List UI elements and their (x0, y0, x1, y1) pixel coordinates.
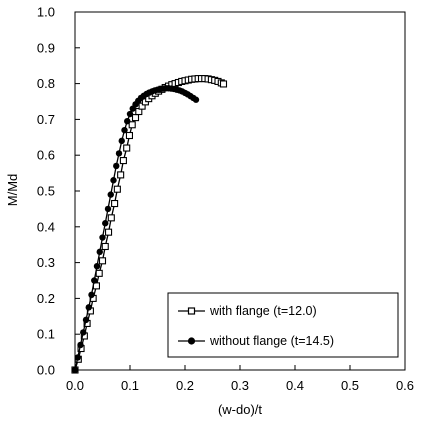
data-point (107, 214, 115, 222)
data-point (102, 220, 109, 227)
data-point (124, 117, 131, 125)
data-point (219, 80, 228, 88)
data-point (115, 150, 123, 157)
data-point (128, 121, 136, 129)
data-point (101, 242, 109, 251)
axis-ticks (74, 11, 406, 371)
data-point (117, 171, 125, 179)
data-point (104, 205, 112, 213)
data-point (98, 257, 107, 265)
data-point (91, 277, 98, 284)
data-point (119, 157, 127, 165)
y-tick-label: 1.0 (37, 5, 55, 20)
data-point (99, 234, 106, 241)
x-tick-label: 0.4 (286, 378, 304, 393)
y-tick-label: 0.7 (37, 112, 55, 127)
x-tick-label: 0.2 (176, 378, 194, 393)
data-point (121, 126, 128, 134)
data-point (111, 199, 119, 208)
data-point (107, 191, 114, 198)
data-point (85, 304, 92, 311)
y-tick-label: 0.1 (37, 327, 55, 342)
legend-box (167, 292, 399, 358)
data-point (77, 341, 84, 349)
data-point (93, 262, 101, 270)
x-tick-label: 0.1 (121, 378, 139, 393)
data-point (113, 162, 120, 170)
legend-marker-filled-circle (187, 337, 196, 345)
data-point (88, 291, 95, 299)
data-point (105, 228, 113, 236)
data-point (123, 144, 131, 152)
x-axis-label: (w-do)/t (218, 402, 262, 417)
series-without-flange (71, 85, 200, 374)
data-point (74, 354, 81, 361)
x-tick-label: 0.6 (396, 378, 414, 393)
y-tick-labels: 0.0 0.1 0.2 0.3 0.4 0.5 0.6 0.7 0.8 0.9 1.0 (37, 5, 55, 378)
y-tick-label: 0.2 (37, 291, 55, 306)
legend-label-with-flange: with flange (t=12.0) (209, 304, 317, 318)
y-tick-label: 0.5 (37, 184, 55, 199)
data-point (125, 131, 133, 140)
y-tick-label: 0.9 (37, 40, 55, 55)
series-with-flange (71, 75, 228, 374)
data-point (92, 282, 100, 290)
y-tick-label: 0.6 (37, 148, 55, 163)
legend-label-without-flange: without flange (t=14.5) (209, 334, 334, 348)
y-tick-label: 0.4 (37, 219, 55, 234)
data-point (95, 269, 103, 277)
data-point (118, 137, 125, 145)
data-point (192, 96, 200, 103)
data-point (71, 366, 79, 374)
x-tick-labels: 0.0 0.1 0.2 0.3 0.4 0.5 0.6 (66, 378, 414, 393)
y-tick-label: 0.8 (37, 76, 55, 91)
legend: with flange (t=12.0) without flange (t=1… (167, 292, 399, 358)
data-point (96, 248, 103, 256)
legend-marker-open-square (187, 307, 196, 315)
x-tick-label: 0.5 (341, 378, 359, 393)
x-tick-label: 0.3 (231, 378, 249, 393)
x-tick-label: 0.0 (66, 378, 84, 393)
data-point (113, 185, 121, 193)
data-point (126, 110, 134, 118)
y-axis-label: M/Md (5, 174, 20, 207)
series-layer (71, 75, 228, 374)
y-tick-label: 0.0 (37, 363, 55, 378)
data-point (82, 316, 90, 324)
y-tick-label: 0.3 (37, 255, 55, 270)
data-point (80, 329, 87, 336)
data-point (131, 114, 140, 122)
data-point (110, 177, 117, 184)
